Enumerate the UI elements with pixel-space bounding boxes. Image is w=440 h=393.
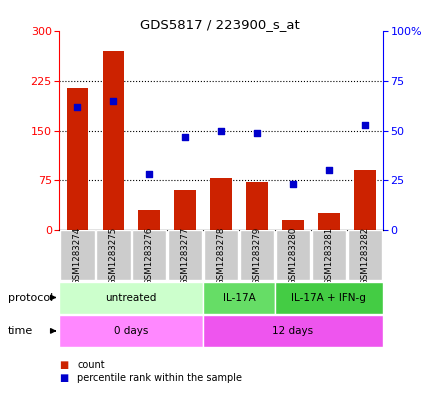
Bar (139, 210, 160, 230)
Point (326, 167, 333, 174)
Bar (246, 182, 268, 230)
Bar (282, 220, 304, 230)
Text: GSM1283277: GSM1283277 (181, 226, 190, 285)
Text: time: time (8, 326, 33, 336)
Bar (318, 213, 340, 230)
FancyBboxPatch shape (276, 230, 310, 281)
Text: GSM1283282: GSM1283282 (360, 226, 369, 285)
FancyBboxPatch shape (59, 282, 203, 314)
Bar (354, 171, 376, 230)
Bar (103, 51, 124, 230)
Text: GDS5817 / 223900_s_at: GDS5817 / 223900_s_at (140, 18, 300, 31)
Point (146, 171, 153, 178)
Point (290, 181, 297, 187)
Bar (210, 178, 232, 230)
Text: protocol: protocol (8, 292, 53, 303)
Text: GSM1283280: GSM1283280 (289, 226, 297, 285)
Text: untreated: untreated (106, 293, 157, 303)
FancyBboxPatch shape (312, 230, 346, 281)
Text: ■: ■ (59, 373, 69, 383)
Text: GSM1283274: GSM1283274 (73, 226, 82, 285)
FancyBboxPatch shape (168, 230, 202, 281)
Text: GSM1283276: GSM1283276 (145, 226, 154, 285)
Text: IL-17A: IL-17A (223, 293, 256, 303)
Text: ■: ■ (59, 360, 69, 370)
Text: 12 days: 12 days (272, 326, 314, 336)
Text: GSM1283281: GSM1283281 (324, 226, 334, 285)
Text: GSM1283279: GSM1283279 (253, 226, 261, 285)
Text: IL-17A + IFN-g: IL-17A + IFN-g (291, 293, 367, 303)
FancyBboxPatch shape (60, 230, 95, 281)
FancyBboxPatch shape (203, 282, 275, 314)
Point (361, 121, 368, 128)
FancyBboxPatch shape (348, 230, 382, 281)
FancyBboxPatch shape (204, 230, 238, 281)
Text: 0 days: 0 days (114, 326, 148, 336)
FancyBboxPatch shape (240, 230, 274, 281)
Point (218, 127, 225, 134)
Bar (66, 88, 88, 230)
Text: count: count (77, 360, 105, 370)
Point (253, 130, 260, 136)
Text: GSM1283278: GSM1283278 (216, 226, 226, 285)
Point (110, 98, 117, 104)
Point (74, 104, 81, 110)
Bar (174, 190, 196, 230)
Text: GSM1283275: GSM1283275 (109, 226, 118, 285)
FancyBboxPatch shape (59, 315, 203, 347)
Point (182, 134, 189, 140)
FancyBboxPatch shape (96, 230, 131, 281)
FancyBboxPatch shape (203, 315, 383, 347)
FancyBboxPatch shape (275, 282, 383, 314)
FancyBboxPatch shape (132, 230, 166, 281)
Text: percentile rank within the sample: percentile rank within the sample (77, 373, 242, 383)
